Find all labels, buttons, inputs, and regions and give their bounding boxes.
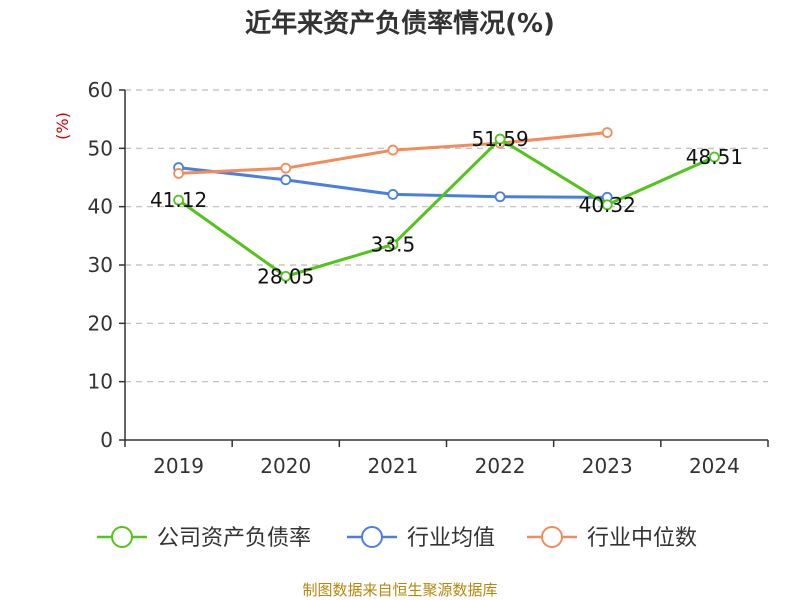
x-tick-label: 2023 xyxy=(582,454,633,478)
data-point xyxy=(709,151,720,163)
legend-label: 公司资产负债率 xyxy=(157,526,311,551)
x-tick-label: 2019 xyxy=(153,454,204,478)
x-tick-label: 2024 xyxy=(689,454,740,478)
data-label: 41.12 xyxy=(150,188,207,212)
x-tick-label: 2022 xyxy=(475,454,526,478)
data-point xyxy=(387,239,399,250)
data-point xyxy=(280,162,292,174)
data-label: 51.59 xyxy=(471,127,528,151)
legend: 公司资产负债率 行业均值 行业中位数 xyxy=(97,526,697,551)
y-tick-label: 40 xyxy=(88,195,113,219)
y-tick-label: 30 xyxy=(88,253,113,277)
data-label: 48.51 xyxy=(686,145,743,169)
data-labels: 41.12 28.05 33.5 51.59 40.32 48.51 xyxy=(150,127,743,288)
legend-swatch-marker xyxy=(541,526,563,548)
data-point xyxy=(601,199,613,211)
data-point xyxy=(173,168,184,179)
y-tick-label: 50 xyxy=(88,136,113,160)
data-point xyxy=(494,191,506,203)
data-point xyxy=(387,189,399,200)
data-point xyxy=(494,133,506,145)
series-line xyxy=(177,137,716,278)
data-point xyxy=(387,144,399,156)
legend-label: 行业中位数 xyxy=(587,526,697,551)
data-point xyxy=(280,174,292,186)
series xyxy=(173,127,720,282)
x-tick-label: 2020 xyxy=(260,454,311,478)
data-point xyxy=(280,270,292,282)
data-label: 40.32 xyxy=(579,193,636,217)
data-label: 28.05 xyxy=(257,264,314,288)
legend-swatch-marker xyxy=(111,526,133,548)
legend-swatch-marker xyxy=(361,526,383,548)
y-tick-label: 20 xyxy=(88,311,113,335)
y-tick-label: 60 xyxy=(88,78,113,102)
x-tick-label: 2021 xyxy=(367,454,418,478)
data-point xyxy=(173,194,184,206)
chart-title: 近年来资产负债率情况(%) xyxy=(245,8,555,39)
y-unit-label: (%) xyxy=(53,112,72,140)
legend-label: 行业均值 xyxy=(407,526,495,551)
data-point xyxy=(601,127,613,138)
axes: 0 10 20 30 40 50 60 2019 2020 2021 2022 2023 2024 xyxy=(88,78,769,478)
grid xyxy=(125,89,768,383)
source-note: 制图数据来自恒生聚源数据库 xyxy=(302,581,497,599)
y-tick-label: 10 xyxy=(88,370,113,394)
y-tick-label: 0 xyxy=(100,428,113,452)
data-label: 33.5 xyxy=(371,233,416,257)
